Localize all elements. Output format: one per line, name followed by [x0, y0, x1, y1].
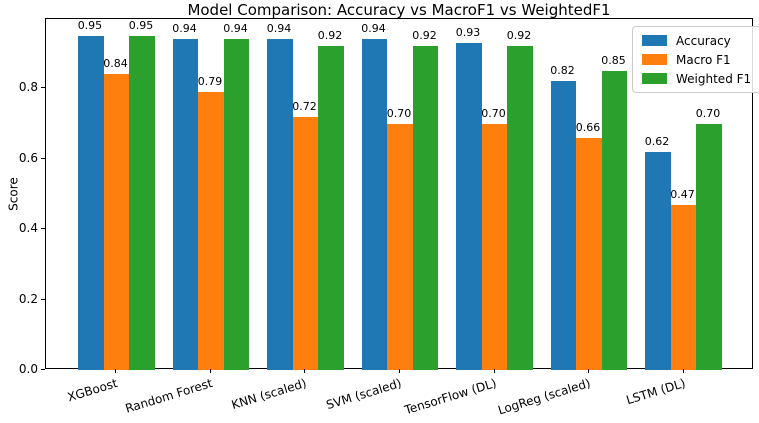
y-tick-label: 0.0 [18, 362, 38, 376]
bar-value-label: 0.47 [670, 187, 695, 201]
bar-weighted-f1-lstm-dl [696, 123, 722, 370]
bar-value-label: 0.79 [197, 75, 223, 88]
y-tick-mark [41, 298, 45, 300]
x-tick-mark [304, 369, 306, 373]
bar-value-label: 0.94 [266, 22, 292, 36]
bar-accuracy-xgboost [78, 35, 104, 370]
bar-macro-f1-knn-scaled [292, 116, 319, 370]
bar-accuracy-lstm-dl [645, 151, 671, 370]
bar-value-label: 0.95 [128, 18, 154, 32]
bar-weighted-f1-xgboost [129, 35, 155, 370]
bar-macro-f1-logreg-scaled [576, 137, 602, 370]
bar-accuracy-knn-scaled [267, 39, 293, 370]
bar-weighted-f1-tensorflow-dl [507, 46, 533, 370]
legend-label: Weighted F1 [676, 71, 752, 86]
y-tick-mark [41, 228, 45, 230]
x-tick-mark [588, 369, 590, 373]
bar-value-label: 0.66 [575, 120, 601, 134]
x-tick-mark [209, 369, 211, 373]
bar-value-label: 0.94 [172, 22, 197, 36]
bar-value-label: 0.94 [223, 22, 248, 36]
bar-value-label: 0.92 [317, 29, 343, 43]
legend: Accuracy Macro F1 Weighted F1 [632, 26, 759, 93]
bar-value-label: 0.92 [412, 29, 437, 43]
legend-swatch-macro-f1 [642, 54, 667, 65]
bar-macro-f1-tensorflow-dl [481, 123, 508, 370]
y-tick-mark [41, 87, 45, 89]
x-tick-mark [399, 369, 400, 373]
legend-swatch-accuracy [642, 35, 667, 46]
bar-value-label: 0.85 [601, 53, 626, 67]
bar-value-label: 0.95 [77, 18, 103, 32]
chart-title: Model Comparison: Accuracy vs MacroF1 vs… [187, 1, 611, 19]
bar-weighted-f1-knn-scaled [318, 46, 344, 370]
legend-label: Accuracy [676, 33, 731, 48]
y-tick-label: 0.8 [18, 80, 38, 95]
y-tick-mark [41, 157, 45, 159]
bar-accuracy-svm-scaled [361, 39, 388, 370]
bar-value-label: 0.93 [455, 25, 481, 39]
bar-macro-f1-lstm-dl [670, 204, 697, 370]
y-axis-label: Score [6, 177, 21, 211]
legend-swatch-weighted-f1 [642, 73, 667, 84]
bar-value-label: 0.84 [103, 57, 128, 71]
x-tick-mark [115, 369, 117, 373]
bar-weighted-f1-random-forest [223, 39, 250, 370]
bar-value-label: 0.70 [695, 106, 721, 120]
legend-item-macro-f1: Macro F1 [642, 52, 751, 67]
x-tick-mark [493, 369, 495, 373]
bar-weighted-f1-svm-scaled [412, 46, 439, 370]
bar-weighted-f1-logreg-scaled [601, 70, 628, 370]
bar-accuracy-logreg-scaled [550, 81, 577, 370]
bar-macro-f1-svm-scaled [387, 123, 413, 370]
bar-accuracy-tensorflow-dl [456, 42, 482, 370]
bar-value-label: 0.70 [386, 106, 412, 120]
x-tick-mark [682, 369, 684, 373]
y-tick-label: 0.2 [18, 291, 38, 306]
y-tick-label: 0.6 [18, 150, 38, 165]
bar-value-label: 0.94 [361, 22, 386, 36]
y-tick-mark [41, 369, 45, 370]
legend-item-accuracy: Accuracy [642, 33, 751, 48]
bar-value-label: 0.70 [481, 106, 506, 120]
bar-value-label: 0.62 [644, 134, 670, 148]
legend-label: Macro F1 [676, 52, 731, 67]
bar-value-label: 0.92 [506, 29, 532, 43]
legend-item-weighted-f1: Weighted F1 [642, 71, 751, 86]
bar-accuracy-random-forest [172, 39, 199, 370]
bar-macro-f1-xgboost [103, 74, 130, 370]
bar-macro-f1-random-forest [198, 92, 224, 370]
y-tick-label: 0.4 [18, 221, 38, 236]
bar-value-label: 0.72 [292, 99, 317, 113]
bar-value-label: 0.82 [550, 64, 575, 78]
